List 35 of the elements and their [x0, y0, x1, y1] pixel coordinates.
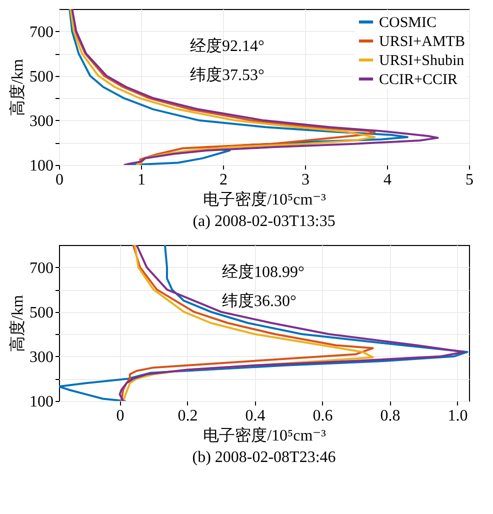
x-tick-label: 1.0	[448, 408, 468, 424]
y-tick-label: 700	[30, 260, 54, 277]
y-tick-label: 500	[30, 68, 54, 86]
text: (b) 2008-02-08T23:46	[192, 449, 336, 466]
legend-label: CCIR+CCIR	[379, 72, 458, 88]
legend-label: URSI+Shubin	[379, 53, 465, 69]
y-tick-label: 300	[30, 348, 54, 366]
annotation: 纬度37.53°	[190, 66, 264, 84]
annotation: 经度108.99°	[222, 263, 304, 281]
legend-label: URSI+AMTB	[379, 34, 465, 50]
x-tick-label: 0	[56, 172, 64, 188]
x-axis-title: 电子密度/10⁵cm⁻³	[203, 190, 326, 208]
x-tick-label: 4	[384, 172, 392, 188]
line-series	[118, 245, 465, 401]
x-tick-label: 1	[138, 172, 146, 188]
y-tick-label: 100	[30, 394, 54, 410]
x-tick-label: 5	[466, 172, 474, 188]
y-tick-label: 100	[30, 158, 54, 174]
x-tick-label: 0.2	[178, 408, 198, 424]
x-tick-label: 0	[116, 408, 124, 424]
x-tick-label: 0.4	[245, 408, 266, 424]
annotation: 经度92.14°	[190, 37, 264, 55]
text: (a) 2008-02-03T13:35	[192, 213, 336, 230]
x-axis-title: 电子密度/10⁵cm⁻³	[203, 426, 326, 444]
x-tick-label: 0.6	[312, 408, 333, 424]
annotation: 纬度36.30°	[222, 292, 296, 310]
x-tick-label: 3	[302, 172, 310, 188]
y-axis-title: 高度/km	[8, 58, 26, 116]
x-tick-label: 0.8	[380, 408, 400, 424]
y-tick-label: 700	[30, 24, 54, 41]
legend-label: COSMIC	[379, 15, 437, 31]
y-tick-label: 300	[30, 112, 54, 130]
y-axis-title: 高度/km	[8, 294, 26, 352]
x-tick-label: 2	[220, 172, 228, 188]
y-tick-label: 500	[30, 304, 54, 322]
